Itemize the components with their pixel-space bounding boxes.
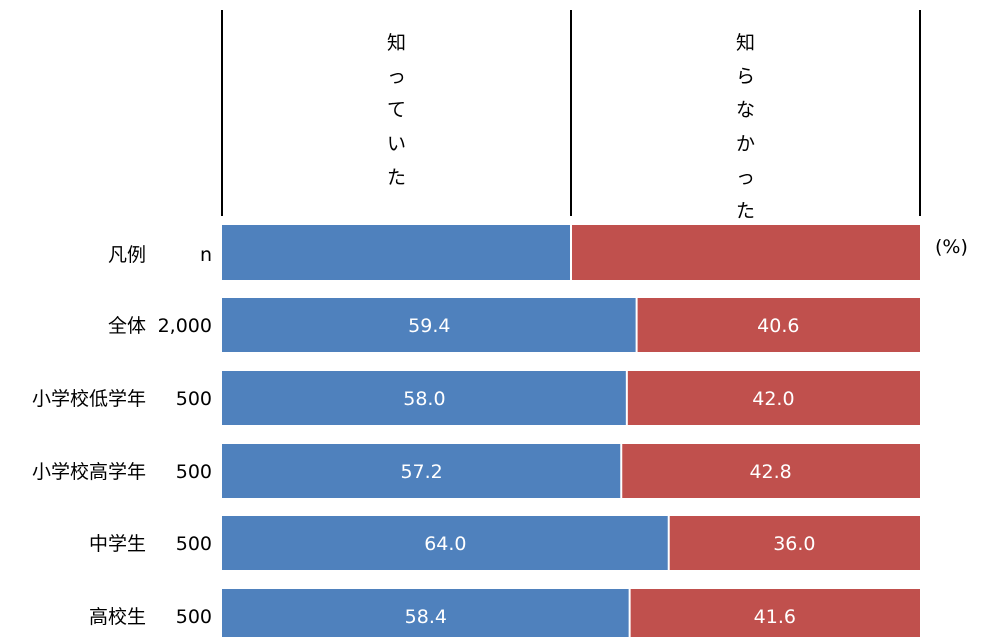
legend-series-char: 知 [387, 32, 406, 54]
data-label: 40.6 [757, 315, 799, 337]
bar-segment-1 [669, 516, 920, 570]
data-label: 42.8 [749, 461, 791, 483]
data-label: 58.4 [405, 606, 447, 628]
n-value: 2,000 [158, 315, 212, 337]
bar-row: 全体 2,000 59.4 40.6 [108, 298, 920, 352]
bar-segment-0 [222, 516, 668, 570]
data-label: 42.0 [752, 388, 794, 410]
legend-series-char: っ [387, 66, 406, 88]
category-label: 小学校低学年 [32, 388, 146, 410]
bar-segment-0 [222, 444, 621, 498]
legend-series-char: か [736, 133, 755, 155]
bar-segment-0 [222, 371, 626, 425]
bar-segment-0 [222, 589, 629, 637]
legend-series-char: て [387, 99, 406, 121]
legend-series-char: た [736, 200, 755, 222]
bar-segment-0 [222, 298, 636, 352]
legend-row: 凡例 n (%) [108, 225, 968, 280]
bar-area: 全体 2,000 59.4 40.6 小学校低学年 500 58.0 42.0 小学校高学年 50… [32, 298, 920, 637]
n-value: 500 [176, 388, 212, 410]
legend-swatch-0 [222, 225, 570, 280]
legend-series-char: な [736, 99, 755, 121]
legend-series-char: っ [736, 166, 755, 188]
data-label: 36.0 [773, 533, 815, 555]
unit-label: (%) [935, 236, 968, 258]
n-value: 500 [176, 533, 212, 555]
bar-segment-1 [622, 444, 920, 498]
legend-swatch-1 [572, 225, 920, 280]
category-label: 全体 [108, 315, 146, 337]
data-label: 64.0 [424, 533, 466, 555]
legend-series-char: 知 [736, 32, 755, 54]
data-label: 58.0 [403, 388, 445, 410]
bar-segment-1 [630, 589, 920, 637]
bar-segment-1 [637, 298, 920, 352]
legend-series-char: ら [736, 66, 755, 88]
bar-segment-1 [627, 371, 920, 425]
category-label: 高校生 [89, 606, 146, 628]
data-label: 57.2 [400, 461, 442, 483]
legend-series-char: た [387, 166, 406, 188]
bar-row: 中学生 500 64.0 36.0 [89, 516, 920, 570]
bar-row: 小学校高学年 500 57.2 42.8 [32, 444, 920, 498]
data-label: 59.4 [408, 315, 450, 337]
data-label: 41.6 [754, 606, 796, 628]
category-label: 小学校高学年 [32, 461, 146, 483]
category-label: 中学生 [89, 533, 146, 555]
bar-row: 小学校低学年 500 58.0 42.0 [32, 371, 920, 425]
legend-row-label: 凡例 [108, 244, 146, 266]
bar-row: 高校生 500 58.4 41.6 [89, 589, 920, 637]
n-value: 500 [176, 461, 212, 483]
legend-n-header: n [200, 244, 212, 266]
legend-series-char: い [387, 133, 406, 155]
n-value: 500 [176, 606, 212, 628]
